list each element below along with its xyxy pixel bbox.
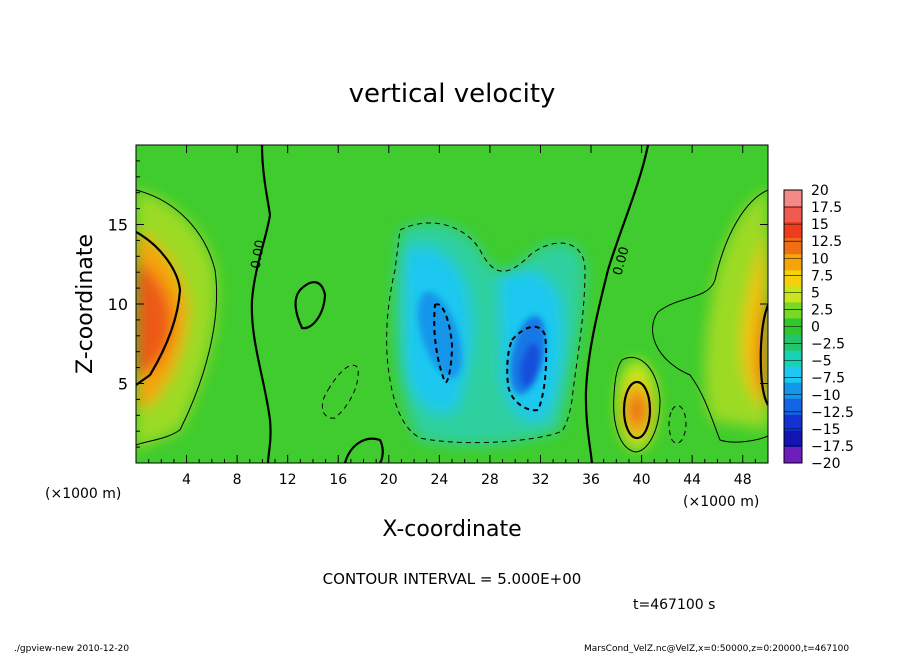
colorbar-label: 10	[811, 251, 829, 267]
x-tick-label: 32	[532, 472, 550, 488]
chart-title: vertical velocity	[349, 79, 556, 109]
colorbar-swatch	[784, 238, 802, 255]
y-axis-label: Z-coordinate	[73, 234, 98, 374]
x-axis: 4 8 12 16 20 24 28 32 36 40 44 48	[148, 145, 756, 488]
colorbar-label: 5	[811, 285, 820, 301]
colorbar-label: −12.5	[811, 405, 854, 421]
x-tick-label: 20	[380, 472, 398, 488]
x-tick-label: 4	[182, 472, 191, 488]
x-tick-label: 12	[279, 472, 297, 488]
colorbar-label: −20	[811, 456, 841, 472]
y-axis: 5 10 15	[108, 160, 768, 448]
x-tick-label: 28	[481, 472, 499, 488]
colorbar-label: −15	[811, 422, 841, 438]
colorbar-swatch	[784, 286, 802, 303]
colorbar-swatch	[784, 190, 802, 207]
colorbar-label: 15	[811, 217, 829, 233]
contour-label-left: 0.00	[249, 239, 269, 270]
x-tick-label: 36	[582, 472, 600, 488]
colorbar-label: 12.5	[811, 234, 842, 250]
x-axis-label: X-coordinate	[382, 517, 521, 542]
x-unit-right: (×1000 m)	[683, 494, 759, 510]
colorbar-swatch	[784, 382, 802, 400]
time-stamp: t=467100 s	[633, 597, 715, 613]
colorbar-swatch	[784, 334, 802, 352]
colorbar-swatch	[784, 350, 802, 368]
colorbar-label: −17.5	[811, 439, 854, 455]
colorbar-label: −7.5	[811, 371, 845, 387]
colorbar-label: 20	[811, 183, 829, 199]
colorbar-label: −5	[811, 354, 832, 370]
colorbar-label: 17.5	[811, 200, 842, 216]
x-tick-label: 16	[329, 472, 347, 488]
colorbar-swatch	[784, 270, 802, 287]
colorbar-swatch	[784, 430, 802, 448]
x-tick-label: 24	[430, 472, 448, 488]
y-tick-label: 5	[118, 375, 128, 394]
colorbar-swatch	[784, 446, 802, 464]
colorbar-label: −10	[811, 388, 841, 404]
colorbar-label: −2.5	[811, 337, 845, 353]
colorbar-swatch	[784, 254, 802, 271]
source-info: MarsCond_VelZ.nc@VelZ,x=0:50000,z=0:2000…	[584, 644, 849, 654]
contour-label-right: 0.00	[611, 245, 633, 277]
y-tick-label: 15	[108, 216, 128, 235]
x-tick-label: 44	[683, 472, 701, 488]
contour-lines	[136, 145, 768, 463]
colorbar-label: 0	[811, 320, 820, 336]
colorbar-swatch	[784, 366, 802, 384]
x-tick-label: 8	[233, 472, 242, 488]
contour-interval: CONTOUR INTERVAL = 5.000E+00	[323, 570, 582, 588]
colorbar-swatch	[784, 302, 802, 319]
colorbar-label: 7.5	[811, 268, 833, 284]
y-tick-label: 10	[108, 295, 128, 314]
colorbar-swatch	[784, 398, 802, 416]
colorbar-swatch	[784, 414, 802, 432]
x-tick-label: 48	[734, 472, 752, 488]
colorbar-label: 2.5	[811, 302, 833, 318]
colorbar-swatch	[784, 206, 802, 223]
colorbar-swatch	[784, 222, 802, 239]
x-unit-left: (×1000 m)	[45, 486, 121, 502]
program-info: ./gpview-new 2010-12-20	[14, 644, 129, 654]
x-tick-label: 40	[633, 472, 651, 488]
